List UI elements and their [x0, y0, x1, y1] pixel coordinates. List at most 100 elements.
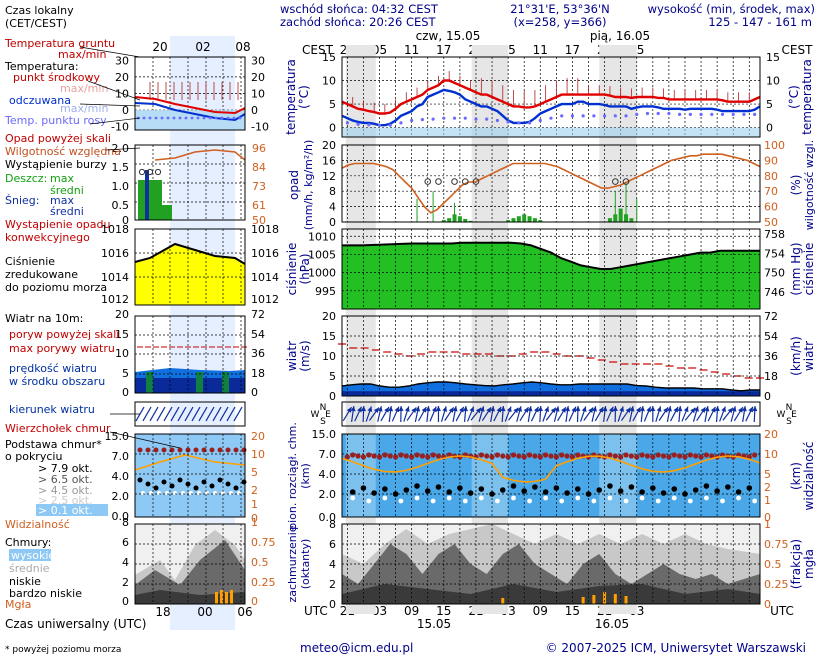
cloud-layer-dot	[516, 453, 522, 459]
cloud-layer-dot	[494, 452, 501, 458]
cover-tick: 4	[329, 558, 336, 571]
legend-okt-45: > 4.5 okt.	[38, 484, 93, 497]
legend-cloud-dot	[145, 447, 151, 453]
legend-wind-arrow	[163, 406, 173, 422]
height-values: 125 - 147 - 161 m	[708, 15, 812, 29]
wind-arrow	[632, 406, 642, 422]
cloud-layer-dot	[355, 453, 361, 459]
temp-tick-right: 10	[766, 75, 780, 88]
arrow-shaft	[184, 406, 194, 422]
legend-cover-tick: 8	[122, 516, 129, 529]
legend-wind-kmh-tick: 54	[251, 328, 265, 341]
pressure-tick: 1010	[308, 230, 336, 243]
cloud-low-dot	[511, 495, 516, 501]
cloud-layer-dot	[623, 452, 629, 458]
cloud-layer-dot	[752, 452, 758, 458]
cloud-layer-dot	[419, 453, 425, 459]
legend-cloud-tick: 7.0	[112, 450, 130, 463]
legend-wind-arrow	[212, 406, 222, 422]
temp-tick-left: 15	[322, 51, 336, 64]
leader-line	[79, 46, 141, 58]
legend-cloud-dot	[209, 447, 215, 453]
cloud-base-dot	[499, 487, 506, 493]
cloud-layer-dot	[543, 452, 549, 458]
wind-arrow	[704, 406, 710, 422]
legend-low-cloud	[135, 540, 245, 604]
legend-wind-kmh-tick: 18	[251, 367, 265, 380]
dew-point-dot	[410, 118, 414, 123]
cloud-tick: 0.0	[319, 511, 337, 524]
wind-arrow	[602, 405, 608, 423]
wind-arrow-head	[421, 407, 427, 413]
wind-kmh-unit: (km/h)	[789, 336, 803, 376]
legend-high: wysokie	[11, 549, 55, 562]
wind-arrow	[545, 407, 557, 421]
legend-pressure-line	[134, 242, 246, 265]
cloud-base-dot	[382, 486, 388, 492]
dew-point-dot	[517, 121, 521, 125]
precip-bar	[463, 218, 468, 222]
wind-arrow	[425, 405, 431, 423]
wind-arrow-head	[683, 406, 689, 413]
wind-arrow-head	[346, 407, 352, 413]
wind-tick: 15	[322, 330, 336, 343]
legend-fog-tick: 0.75	[251, 536, 276, 549]
cloud-layer-dot	[553, 454, 559, 460]
wind-arrow-head	[435, 406, 441, 411]
precip-bar	[527, 216, 532, 222]
legend-snow-bar	[145, 170, 149, 220]
legend-cloud-dot	[233, 447, 239, 453]
temp-tick-left: 10	[322, 75, 336, 88]
wind-arrow-head	[533, 406, 539, 413]
cloud-layer-dot	[559, 452, 565, 458]
wind-arrow-head	[694, 406, 699, 412]
wind-arrow-head	[700, 407, 706, 413]
cloud-night	[599, 434, 637, 517]
cloud-night	[345, 434, 376, 517]
cloud-base-dot	[585, 491, 592, 497]
legend-humidity-tick: 73	[252, 180, 266, 193]
legend-okt-65: > 6.5 okt.	[38, 473, 93, 486]
legend-cover-tick: 0	[122, 595, 129, 608]
cest-hour-tick: 11	[533, 43, 548, 57]
wind-arrow	[575, 405, 581, 423]
temp-axis-unit-left: (°C)	[297, 85, 311, 109]
cloud-layer-dot	[575, 452, 581, 458]
legend-wind-arrow	[177, 406, 187, 422]
storm-marker	[424, 178, 432, 185]
arrow-shaft	[142, 406, 152, 422]
storm-marker	[461, 178, 469, 185]
cloud-night	[471, 434, 509, 517]
grid	[135, 316, 245, 393]
cloud-base-dot	[371, 490, 377, 496]
wind-arrow	[463, 405, 469, 423]
cloud-base-dot	[596, 487, 603, 493]
pressure-panel	[341, 228, 761, 310]
legend-high-bg	[9, 549, 51, 561]
wind-axis-unit: (m/s)	[298, 340, 312, 371]
legend-rel-humidity: Wilgotność względna	[5, 145, 121, 158]
fog-tick: 1	[764, 518, 771, 531]
cest-hour-tick: 11	[404, 43, 419, 57]
legend-snow-max: max	[50, 194, 74, 207]
legend-cloud-low-dot	[245, 491, 249, 495]
wind-arrow-head	[598, 407, 604, 413]
legend-wind-green	[222, 372, 229, 393]
wind-arrow	[719, 406, 726, 422]
wind-arrow-head	[752, 406, 758, 412]
wind-arrow-head	[350, 406, 356, 412]
cloud-layer-dot	[457, 454, 463, 460]
wind-arrow-head	[415, 406, 421, 412]
visibility-tick: 20	[764, 428, 778, 441]
cloud-layer-dot	[666, 454, 672, 460]
wind-arrow-head	[554, 406, 560, 412]
arrow-shaft	[191, 406, 201, 422]
legend-precip-tick: 1.0	[112, 180, 130, 193]
cloud-layer-dot	[350, 452, 356, 458]
wind-arrow	[591, 406, 597, 422]
legend-cover-frame	[134, 523, 246, 605]
dew-point-dot	[570, 114, 575, 118]
legend-time-zone: (CET/CEST)	[5, 17, 67, 30]
wind-arrow	[537, 405, 543, 423]
precip-panel	[341, 144, 761, 223]
